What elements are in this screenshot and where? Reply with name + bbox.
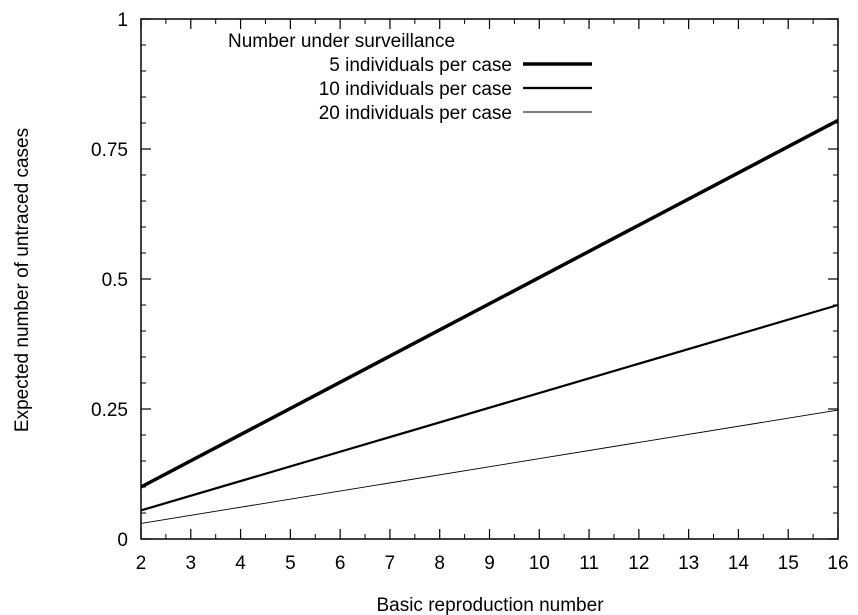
x-tick-label: 2	[136, 553, 147, 574]
x-tick-label: 11	[579, 553, 599, 574]
series-line-3	[140, 409, 839, 524]
series-lines	[140, 118, 839, 524]
y-tick-label: 0.75	[91, 140, 128, 161]
x-tick-label: 15	[778, 553, 799, 574]
x-tick-label: 5	[285, 553, 296, 574]
legend: Number under surveillance 5 individuals …	[228, 31, 592, 124]
axis-ticks	[140, 18, 839, 540]
series-line-2	[140, 303, 839, 512]
y-tick-label: 1	[117, 10, 128, 31]
x-tick-label: 12	[628, 553, 649, 574]
legend-entry-label: 5 individuals per case	[329, 55, 512, 76]
x-tick-label: 14	[728, 553, 750, 574]
tick-labels: 2 3 4 5 6 7 8 9 10 11 12 13 14 15 16 0 0.25 0.5 0.75 1	[91, 10, 849, 574]
x-axis-label: Basic reproduction number	[376, 595, 604, 615]
legend-title: Number under surveillance	[228, 31, 455, 52]
x-tick-label: 10	[529, 553, 550, 574]
x-tick-label: 6	[335, 553, 346, 574]
x-tick-label: 9	[484, 553, 495, 574]
legend-entries: 5 individuals per case 10 individuals per…	[319, 55, 592, 124]
legend-entry-label: 20 individuals per case	[319, 103, 512, 124]
x-tick-label: 4	[235, 553, 246, 574]
legend-entry-label: 10 individuals per case	[319, 79, 512, 100]
x-tick-label: 3	[185, 553, 196, 574]
x-tick-label: 8	[434, 553, 445, 574]
y-tick-label: 0	[117, 530, 128, 551]
y-axis-label: Expected number of untraced cases	[12, 128, 33, 432]
y-tick-label: 0.5	[102, 270, 128, 291]
x-tick-label: 16	[827, 553, 848, 574]
series-line-1	[140, 118, 839, 489]
y-tick-label: 0.25	[91, 400, 128, 421]
x-tick-label: 13	[678, 553, 699, 574]
x-tick-label: 7	[385, 553, 396, 574]
